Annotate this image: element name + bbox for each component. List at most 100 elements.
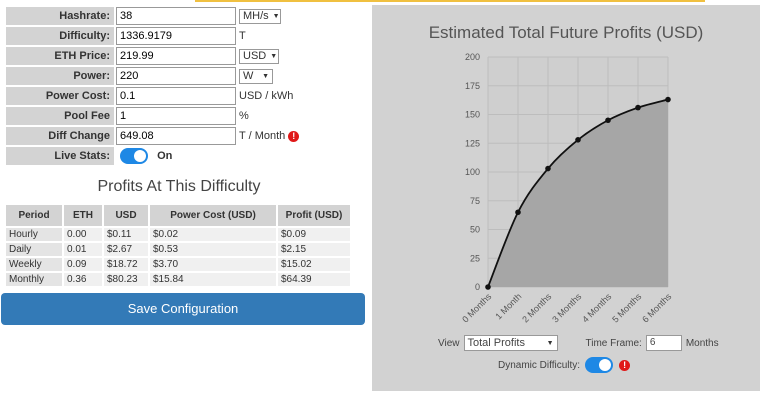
power-cost-row: Power Cost: USD / kWh xyxy=(6,87,358,105)
eth-price-label: ETH Price: xyxy=(6,47,114,65)
data-point xyxy=(545,165,551,172)
y-tick-label: 50 xyxy=(470,225,480,235)
top-accent-strip xyxy=(195,0,705,2)
power-cost-unit: USD / kWh xyxy=(239,90,294,102)
usd-cell: $80.23 xyxy=(103,271,150,286)
data-point xyxy=(485,284,491,290)
col-header-usd: USD xyxy=(103,205,150,227)
timeframe-label: Time Frame: xyxy=(585,337,642,349)
power-unit-select[interactable]: W ▼ xyxy=(239,68,273,84)
toggle-knob xyxy=(134,150,146,162)
y-tick-label: 75 xyxy=(470,196,480,206)
timeframe-input[interactable]: 6 xyxy=(645,335,682,351)
power-cost-cell: $0.53 xyxy=(149,241,278,257)
eth-cell: 0.36 xyxy=(63,271,104,286)
warning-icon[interactable]: ! xyxy=(619,359,631,371)
hashrate-label: Hashrate: xyxy=(6,7,114,25)
diff-change-input[interactable] xyxy=(116,127,236,145)
profits-title: Profits At This Difficulty xyxy=(97,178,261,195)
difficulty-label: Difficulty: xyxy=(6,27,114,45)
profit-cell: $0.09 xyxy=(277,226,352,242)
usd-cell: $18.72 xyxy=(103,256,150,272)
table-row: Monthly 0.36 $80.23 $15.84 $64.39 xyxy=(6,271,352,286)
chevron-down-icon: ▼ xyxy=(262,72,269,80)
difficulty-unit: T xyxy=(239,30,246,42)
power-row: Power: W▼ xyxy=(6,67,358,85)
power-cost-cell: $0.02 xyxy=(149,226,278,242)
live-stats-row: Live Stats: On xyxy=(6,147,358,165)
y-tick-label: 150 xyxy=(465,110,480,120)
table-row: Daily 0.01 $2.67 $0.53 $2.15 xyxy=(6,241,352,257)
profit-cell: $15.02 xyxy=(277,256,352,272)
col-header-power-cost: Power Cost (USD) xyxy=(149,205,278,227)
profit-cell: $2.15 xyxy=(277,241,352,257)
x-tick-label: 4 Months xyxy=(580,291,614,325)
chevron-down-icon: ▼ xyxy=(272,12,280,20)
chevron-down-icon: ▼ xyxy=(270,52,278,60)
chart-title: Estimated Total Future Profits (USD) xyxy=(428,23,704,42)
data-point xyxy=(575,137,581,143)
diff-change-row: Diff Change T / Month! xyxy=(6,127,358,145)
eth-price-row: ETH Price: USD▼ xyxy=(6,47,358,65)
col-header-profit: Profit (USD) xyxy=(277,205,352,227)
power-cost-input[interactable] xyxy=(116,87,236,105)
pool-fee-row: Pool Fee % xyxy=(6,107,358,125)
pool-fee-unit: % xyxy=(239,110,249,122)
live-stats-toggle[interactable] xyxy=(120,148,148,164)
x-tick-label: 3 Months xyxy=(550,291,584,325)
chart-panel: Estimated Total Future Profits (USD) 0 25… xyxy=(372,5,760,391)
y-tick-label: 175 xyxy=(465,81,480,91)
hashrate-unit-select[interactable]: MH/s ▼ xyxy=(239,8,281,24)
live-stats-label: Live Stats: xyxy=(6,147,114,165)
col-header-eth: ETH xyxy=(63,205,104,227)
table-row: Weekly 0.09 $18.72 $3.70 $15.02 xyxy=(6,256,352,272)
hashrate-input[interactable] xyxy=(116,7,236,25)
col-header-period: Period xyxy=(6,205,64,227)
power-input[interactable] xyxy=(116,67,236,85)
eth-price-input[interactable] xyxy=(116,47,236,65)
warning-icon[interactable]: ! xyxy=(288,130,300,142)
timeframe-unit: Months xyxy=(685,337,719,349)
chevron-down-icon: ▼ xyxy=(546,339,554,347)
x-tick-label: 2 Months xyxy=(520,291,554,325)
power-cost-cell: $15.84 xyxy=(149,271,278,286)
power-cost-cell: $3.70 xyxy=(149,256,278,272)
currency-select[interactable]: USD ▼ xyxy=(239,48,279,64)
difficulty-input[interactable] xyxy=(116,27,236,45)
hashrate-row: Hashrate: MH/s▼ xyxy=(6,7,358,25)
data-point xyxy=(515,209,521,216)
data-point xyxy=(605,117,611,124)
x-tick-label: 1 Month xyxy=(493,291,523,321)
save-configuration-button[interactable]: Save Configuration xyxy=(1,293,365,325)
toggle-knob xyxy=(599,359,612,371)
series-area xyxy=(488,99,668,287)
data-point xyxy=(635,104,641,111)
pool-fee-input[interactable] xyxy=(116,107,236,125)
profit-cell: $64.39 xyxy=(277,271,352,286)
profits-header-row: Period ETH USD Power Cost (USD) Profit (… xyxy=(6,205,352,227)
dynamic-difficulty-label: Dynamic Difficulty: xyxy=(498,359,581,371)
eth-cell: 0.01 xyxy=(63,241,104,257)
power-cost-label: Power Cost: xyxy=(6,87,114,105)
x-tick-label: 5 Months xyxy=(610,291,644,325)
y-tick-label: 0 xyxy=(475,282,480,292)
view-label: View xyxy=(438,337,460,349)
eth-cell: 0.00 xyxy=(63,226,104,242)
pool-fee-label: Pool Fee xyxy=(6,107,114,125)
period-cell: Weekly xyxy=(6,256,64,272)
y-tick-label: 25 xyxy=(470,253,480,263)
dynamic-difficulty-toggle[interactable] xyxy=(585,357,614,373)
power-label: Power: xyxy=(6,67,114,85)
y-tick-label: 100 xyxy=(465,167,480,177)
data-point xyxy=(665,96,671,103)
x-tick-label: 6 Months xyxy=(640,291,674,325)
diff-change-label: Diff Change xyxy=(6,127,114,145)
table-row: Hourly 0.00 $0.11 $0.02 $0.09 xyxy=(6,226,352,242)
miner-settings-form: Hashrate: MH/s▼ Difficulty: T ETH Price:… xyxy=(6,5,358,167)
usd-cell: $0.11 xyxy=(103,226,150,242)
y-tick-label: 200 xyxy=(465,52,480,62)
usd-cell: $2.67 xyxy=(103,241,150,257)
diff-change-unit: T / Month xyxy=(239,130,286,142)
view-select[interactable]: Total Profits ▼ xyxy=(463,335,558,351)
